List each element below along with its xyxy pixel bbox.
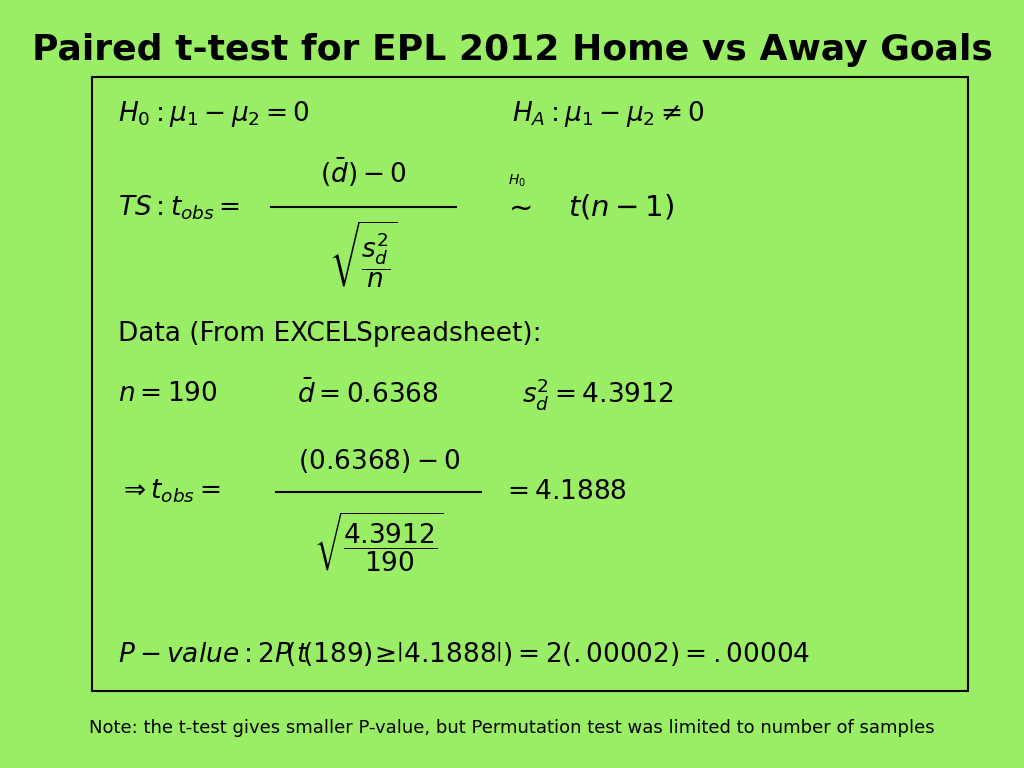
Text: $\Rightarrow t_{obs} =$: $\Rightarrow t_{obs} =$ — [118, 478, 220, 505]
Text: Data (From EXCELSpreadsheet):: Data (From EXCELSpreadsheet): — [118, 321, 542, 347]
Text: $H_A : \mu_1 - \mu_2 \neq 0$: $H_A : \mu_1 - \mu_2 \neq 0$ — [512, 98, 705, 129]
Text: $P - value : 2P\!\left(t\!\left(189\right)\!\geq\!\left|4.1888\right|\right) = 2: $P - value : 2P\!\left(t\!\left(189\righ… — [118, 641, 810, 668]
Text: Paired t-test for EPL 2012 Home vs Away Goals: Paired t-test for EPL 2012 Home vs Away … — [32, 33, 992, 67]
Text: $= 4.1888$: $= 4.1888$ — [502, 478, 627, 505]
Text: $\sqrt{\dfrac{s_d^2}{n}}$: $\sqrt{\dfrac{s_d^2}{n}}$ — [330, 220, 397, 290]
Text: $TS : t_{obs} =$: $TS : t_{obs} =$ — [118, 193, 240, 222]
Text: $\bar{d} = 0.6368$: $\bar{d} = 0.6368$ — [297, 379, 438, 409]
Text: $H_0$: $H_0$ — [508, 172, 526, 189]
FancyBboxPatch shape — [92, 77, 968, 691]
Text: $\sim$: $\sim$ — [503, 194, 531, 221]
Text: $s_d^2 = 4.3912$: $s_d^2 = 4.3912$ — [522, 376, 674, 412]
Text: $\left(0.6368\right)-0$: $\left(0.6368\right)-0$ — [298, 447, 460, 475]
Text: $\left(\bar{d}\right)-0$: $\left(\bar{d}\right)-0$ — [321, 156, 407, 190]
Text: Note: the t-test gives smaller P-value, but Permutation test was limited to numb: Note: the t-test gives smaller P-value, … — [89, 719, 935, 737]
Text: $n = 190$: $n = 190$ — [118, 381, 217, 407]
Text: $H_0 : \mu_1 - \mu_2 = 0$: $H_0 : \mu_1 - \mu_2 = 0$ — [118, 98, 309, 129]
Text: $t\left(n-1\right)$: $t\left(n-1\right)$ — [568, 193, 675, 222]
Text: $\sqrt{\dfrac{4.3912}{190}}$: $\sqrt{\dfrac{4.3912}{190}}$ — [314, 511, 443, 575]
